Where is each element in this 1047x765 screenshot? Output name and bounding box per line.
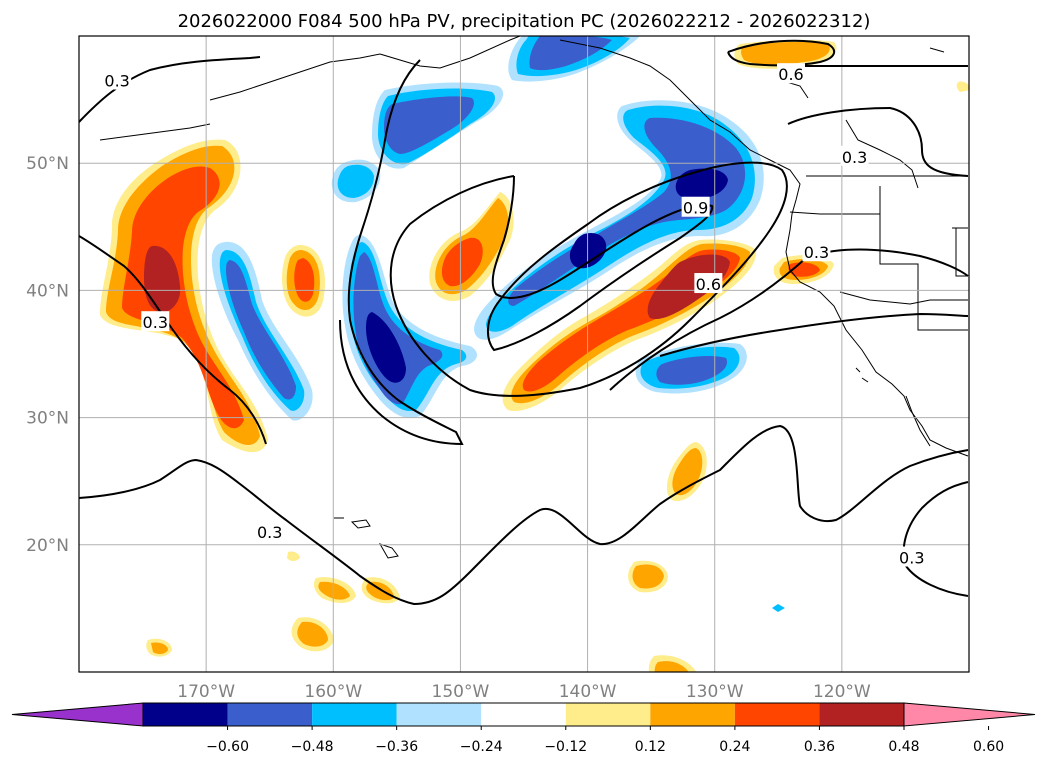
contour-label-bg xyxy=(802,241,831,262)
contour-label: 0.3 xyxy=(804,243,829,262)
precip-positive-region xyxy=(441,237,483,287)
lat-tick-label: 20°N xyxy=(26,536,69,556)
lon-tick-label: 170°W xyxy=(177,682,235,702)
pv-contour-line xyxy=(79,56,261,123)
contour-label: 0.9 xyxy=(683,199,708,218)
lon-tick-label: 150°W xyxy=(432,682,490,702)
longitude-tick-labels: 170°W 160°W 150°W 140°W 130°W 120°W xyxy=(177,682,871,702)
contour-label: 0.3 xyxy=(104,72,129,91)
contour-label: 0.3 xyxy=(899,549,924,568)
colorbar-segment xyxy=(565,703,651,726)
precip-positive-region xyxy=(632,564,664,589)
colorbar: −0.60 −0.48 −0.36 −0.24 −0.12 0.12 0.24 0.36 0.4… xyxy=(11,702,1036,755)
colorbar-segment xyxy=(481,703,566,726)
precip-positive-region xyxy=(297,621,328,647)
colorbar-tick-label: 0.24 xyxy=(719,739,750,755)
contour-label-bg xyxy=(141,311,170,332)
colorbar-tick-label: 0.12 xyxy=(635,739,666,755)
colorbar-segment xyxy=(819,703,904,726)
colorbar-segment xyxy=(312,703,397,726)
precip-negative-region xyxy=(569,232,607,269)
colorbar-tick-label: −0.24 xyxy=(460,739,503,755)
contour-label: 0.3 xyxy=(842,148,867,167)
precip-negative-region xyxy=(529,36,612,71)
map-area: 0.3 0.6 0.3 0.9 0.6 0.3 0.3 0.3 0.3 xyxy=(79,36,969,672)
precip-negative-region xyxy=(508,117,746,306)
contour-label: 0.6 xyxy=(778,65,803,84)
precip-positive-region xyxy=(122,166,244,429)
lat-tick-label: 50°N xyxy=(26,154,69,174)
pv-contour-line xyxy=(79,424,969,606)
precip-negative-region xyxy=(772,604,785,612)
lon-tick-label: 130°W xyxy=(686,682,744,702)
colorbar-segment xyxy=(734,703,820,726)
pv-contour-line xyxy=(659,312,969,357)
precip-negative-region xyxy=(366,312,406,383)
precip-positive-region xyxy=(318,581,350,600)
colorbar-tick-label: −0.36 xyxy=(375,739,418,755)
contour-label-bg xyxy=(897,546,926,567)
precip-negative-region xyxy=(656,356,728,385)
plot-title: 2026022000 F084 500 hPa PV, precipitatio… xyxy=(178,11,871,32)
precip-positive-region xyxy=(144,245,181,313)
map-frame xyxy=(78,35,970,673)
pv-contour-line xyxy=(609,248,969,391)
precip-negative-region xyxy=(226,260,296,400)
contour-label: 0.3 xyxy=(257,523,282,542)
colorbar-tick-label: 0.60 xyxy=(973,739,1004,755)
lon-tick-label: 140°W xyxy=(559,682,617,702)
contour-label-bg xyxy=(103,69,132,90)
pv-contour-line xyxy=(389,161,788,397)
precip-negative-region xyxy=(384,96,474,154)
pv-contour-line xyxy=(902,481,969,597)
gridlines xyxy=(79,36,969,672)
colorbar-extend-low xyxy=(11,702,144,727)
colorbar-segment xyxy=(650,703,735,726)
lat-tick-label: 30°N xyxy=(26,409,69,429)
contour-label-bg xyxy=(840,145,869,166)
precip-positive-region xyxy=(151,642,168,655)
precip-negative-region xyxy=(337,164,374,198)
contour-label-bg xyxy=(255,521,284,542)
precip-positive-region xyxy=(647,254,730,320)
precip-positive-region xyxy=(287,551,300,561)
colorbar-tick-label: 0.48 xyxy=(888,739,919,755)
colorbar-tick-label: −0.60 xyxy=(206,739,249,755)
contour-label-bg xyxy=(681,196,710,217)
colorbar-segment xyxy=(396,703,482,726)
colorbar-tick-label: −0.12 xyxy=(544,739,587,755)
colorbar-extend-high xyxy=(903,702,1036,727)
precip-positive-region xyxy=(366,581,394,601)
precipitation-fills xyxy=(100,36,969,672)
pv-contour-line xyxy=(727,39,836,67)
contour-label-bg xyxy=(777,63,805,84)
pv-contours xyxy=(79,39,969,606)
contour-labels: 0.3 0.6 0.3 0.9 0.6 0.3 0.3 0.3 0.3 xyxy=(103,63,926,568)
contour-label: 0.3 xyxy=(143,313,168,332)
colorbar-frame xyxy=(142,702,905,727)
colorbar-tick-label: 0.36 xyxy=(804,739,835,755)
contour-label: 0.6 xyxy=(696,275,721,294)
colorbar-tick-label: −0.48 xyxy=(291,739,334,755)
precip-positive-region xyxy=(956,81,969,92)
lon-tick-label: 160°W xyxy=(304,682,362,702)
lat-tick-label: 40°N xyxy=(26,281,69,301)
latitude-tick-labels: 50°N 40°N 30°N 20°N xyxy=(26,154,69,556)
colorbar-segment xyxy=(227,703,313,726)
precip-positive-region xyxy=(654,661,689,672)
pv-contour-line xyxy=(787,106,969,177)
precip-positive-region xyxy=(741,41,830,65)
lon-tick-label: 120°W xyxy=(813,682,871,702)
colorbar-segment xyxy=(143,703,228,726)
coastlines xyxy=(99,36,969,559)
contour-label-bg xyxy=(694,273,723,294)
pv-contour-line xyxy=(339,59,464,446)
